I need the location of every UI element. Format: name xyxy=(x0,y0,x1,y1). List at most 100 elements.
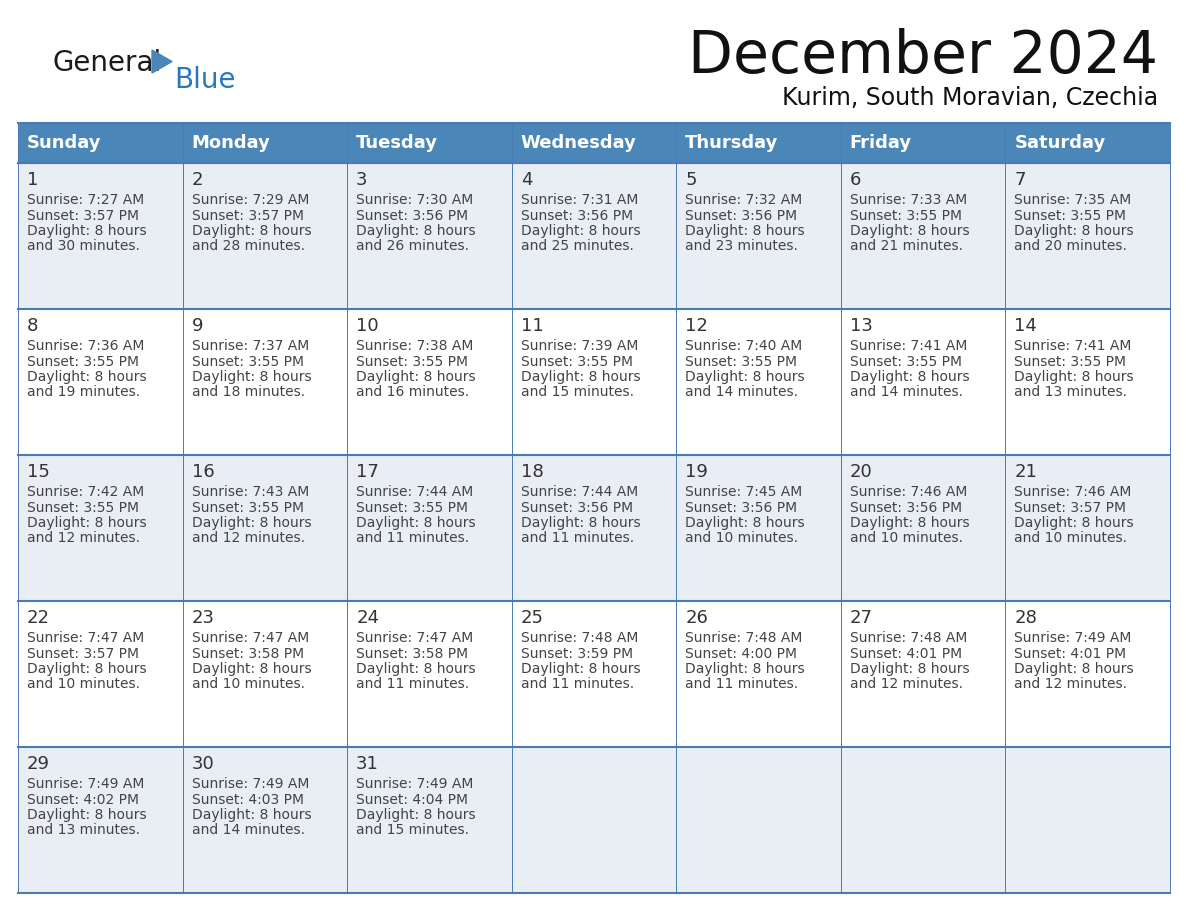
Text: Sunset: 4:01 PM: Sunset: 4:01 PM xyxy=(1015,646,1126,660)
Text: and 11 minutes.: and 11 minutes. xyxy=(356,532,469,545)
Text: and 26 minutes.: and 26 minutes. xyxy=(356,240,469,253)
Text: 29: 29 xyxy=(27,755,50,773)
Text: Saturday: Saturday xyxy=(1015,134,1106,152)
Text: December 2024: December 2024 xyxy=(688,28,1158,84)
Text: Sunset: 4:04 PM: Sunset: 4:04 PM xyxy=(356,792,468,807)
Bar xyxy=(18,163,183,309)
Text: and 11 minutes.: and 11 minutes. xyxy=(685,677,798,691)
Text: and 10 minutes.: and 10 minutes. xyxy=(849,532,962,545)
Text: and 21 minutes.: and 21 minutes. xyxy=(849,240,962,253)
Text: Sunrise: 7:33 AM: Sunrise: 7:33 AM xyxy=(849,193,967,207)
Text: Sunset: 3:55 PM: Sunset: 3:55 PM xyxy=(191,500,304,514)
Bar xyxy=(347,163,512,309)
Text: Daylight: 8 hours: Daylight: 8 hours xyxy=(1015,370,1135,384)
Text: 2: 2 xyxy=(191,171,203,189)
Text: 18: 18 xyxy=(520,463,543,481)
Text: Sunrise: 7:37 AM: Sunrise: 7:37 AM xyxy=(191,339,309,353)
Text: Daylight: 8 hours: Daylight: 8 hours xyxy=(849,370,969,384)
Text: Sunrise: 7:44 AM: Sunrise: 7:44 AM xyxy=(356,485,473,499)
Bar xyxy=(183,455,347,601)
Text: Daylight: 8 hours: Daylight: 8 hours xyxy=(685,224,805,238)
Text: Sunset: 3:56 PM: Sunset: 3:56 PM xyxy=(356,208,468,222)
Text: 16: 16 xyxy=(191,463,214,481)
Text: Sunset: 3:56 PM: Sunset: 3:56 PM xyxy=(685,208,797,222)
Bar xyxy=(18,601,183,747)
Text: Sunset: 3:55 PM: Sunset: 3:55 PM xyxy=(27,354,139,368)
Bar xyxy=(676,163,841,309)
Text: Daylight: 8 hours: Daylight: 8 hours xyxy=(356,224,475,238)
Text: Sunrise: 7:49 AM: Sunrise: 7:49 AM xyxy=(356,777,474,791)
Bar xyxy=(676,747,841,893)
Text: Daylight: 8 hours: Daylight: 8 hours xyxy=(191,224,311,238)
Text: Sunset: 3:55 PM: Sunset: 3:55 PM xyxy=(520,354,633,368)
Bar xyxy=(18,455,183,601)
Text: and 16 minutes.: and 16 minutes. xyxy=(356,386,469,399)
Text: 17: 17 xyxy=(356,463,379,481)
Text: Sunrise: 7:46 AM: Sunrise: 7:46 AM xyxy=(849,485,967,499)
Text: Sunrise: 7:49 AM: Sunrise: 7:49 AM xyxy=(1015,631,1132,645)
Text: Daylight: 8 hours: Daylight: 8 hours xyxy=(685,370,805,384)
Text: Sunset: 4:03 PM: Sunset: 4:03 PM xyxy=(191,792,304,807)
Text: Sunset: 3:59 PM: Sunset: 3:59 PM xyxy=(520,646,633,660)
Text: Sunset: 3:55 PM: Sunset: 3:55 PM xyxy=(1015,354,1126,368)
Bar xyxy=(18,309,183,455)
Text: Sunset: 4:00 PM: Sunset: 4:00 PM xyxy=(685,646,797,660)
Text: Sunset: 3:57 PM: Sunset: 3:57 PM xyxy=(27,646,139,660)
Bar xyxy=(676,309,841,455)
Text: and 14 minutes.: and 14 minutes. xyxy=(191,823,304,837)
Text: 26: 26 xyxy=(685,609,708,627)
Text: 1: 1 xyxy=(27,171,38,189)
Text: 28: 28 xyxy=(1015,609,1037,627)
Text: 31: 31 xyxy=(356,755,379,773)
Text: Daylight: 8 hours: Daylight: 8 hours xyxy=(356,662,475,676)
Text: 20: 20 xyxy=(849,463,873,481)
Text: Sunrise: 7:42 AM: Sunrise: 7:42 AM xyxy=(27,485,144,499)
Text: 3: 3 xyxy=(356,171,367,189)
Text: Sunset: 3:55 PM: Sunset: 3:55 PM xyxy=(849,354,962,368)
Text: Thursday: Thursday xyxy=(685,134,778,152)
Text: Sunset: 3:57 PM: Sunset: 3:57 PM xyxy=(1015,500,1126,514)
Text: Sunset: 3:56 PM: Sunset: 3:56 PM xyxy=(520,208,633,222)
Text: 5: 5 xyxy=(685,171,697,189)
Text: Sunrise: 7:49 AM: Sunrise: 7:49 AM xyxy=(27,777,145,791)
Text: and 28 minutes.: and 28 minutes. xyxy=(191,240,304,253)
Text: 11: 11 xyxy=(520,317,543,335)
Bar xyxy=(1005,601,1170,747)
Text: Daylight: 8 hours: Daylight: 8 hours xyxy=(27,370,146,384)
Text: Monday: Monday xyxy=(191,134,271,152)
Text: Daylight: 8 hours: Daylight: 8 hours xyxy=(520,224,640,238)
Text: and 10 minutes.: and 10 minutes. xyxy=(1015,532,1127,545)
Text: Sunrise: 7:47 AM: Sunrise: 7:47 AM xyxy=(191,631,309,645)
Text: 9: 9 xyxy=(191,317,203,335)
Text: Sunset: 3:55 PM: Sunset: 3:55 PM xyxy=(685,354,797,368)
Text: Daylight: 8 hours: Daylight: 8 hours xyxy=(191,516,311,530)
Bar xyxy=(841,601,1005,747)
Text: and 14 minutes.: and 14 minutes. xyxy=(685,386,798,399)
Text: and 11 minutes.: and 11 minutes. xyxy=(356,677,469,691)
Text: Sunrise: 7:30 AM: Sunrise: 7:30 AM xyxy=(356,193,473,207)
Text: Sunrise: 7:44 AM: Sunrise: 7:44 AM xyxy=(520,485,638,499)
Text: 30: 30 xyxy=(191,755,214,773)
Text: Sunset: 3:55 PM: Sunset: 3:55 PM xyxy=(27,500,139,514)
Text: Sunrise: 7:48 AM: Sunrise: 7:48 AM xyxy=(849,631,967,645)
Bar xyxy=(183,747,347,893)
Text: Sunrise: 7:41 AM: Sunrise: 7:41 AM xyxy=(849,339,967,353)
Text: Daylight: 8 hours: Daylight: 8 hours xyxy=(356,516,475,530)
Text: Daylight: 8 hours: Daylight: 8 hours xyxy=(27,808,146,822)
Text: 12: 12 xyxy=(685,317,708,335)
Text: Daylight: 8 hours: Daylight: 8 hours xyxy=(191,808,311,822)
Text: Sunrise: 7:39 AM: Sunrise: 7:39 AM xyxy=(520,339,638,353)
Text: Daylight: 8 hours: Daylight: 8 hours xyxy=(520,516,640,530)
Text: and 12 minutes.: and 12 minutes. xyxy=(191,532,304,545)
Text: and 12 minutes.: and 12 minutes. xyxy=(849,677,962,691)
Text: 8: 8 xyxy=(27,317,38,335)
Text: Sunrise: 7:38 AM: Sunrise: 7:38 AM xyxy=(356,339,474,353)
Text: and 25 minutes.: and 25 minutes. xyxy=(520,240,633,253)
Text: and 10 minutes.: and 10 minutes. xyxy=(191,677,304,691)
Text: and 10 minutes.: and 10 minutes. xyxy=(27,677,140,691)
Text: Sunset: 3:57 PM: Sunset: 3:57 PM xyxy=(27,208,139,222)
Text: and 19 minutes.: and 19 minutes. xyxy=(27,386,140,399)
Bar xyxy=(512,455,676,601)
Text: Sunset: 3:55 PM: Sunset: 3:55 PM xyxy=(356,354,468,368)
Bar xyxy=(1005,747,1170,893)
